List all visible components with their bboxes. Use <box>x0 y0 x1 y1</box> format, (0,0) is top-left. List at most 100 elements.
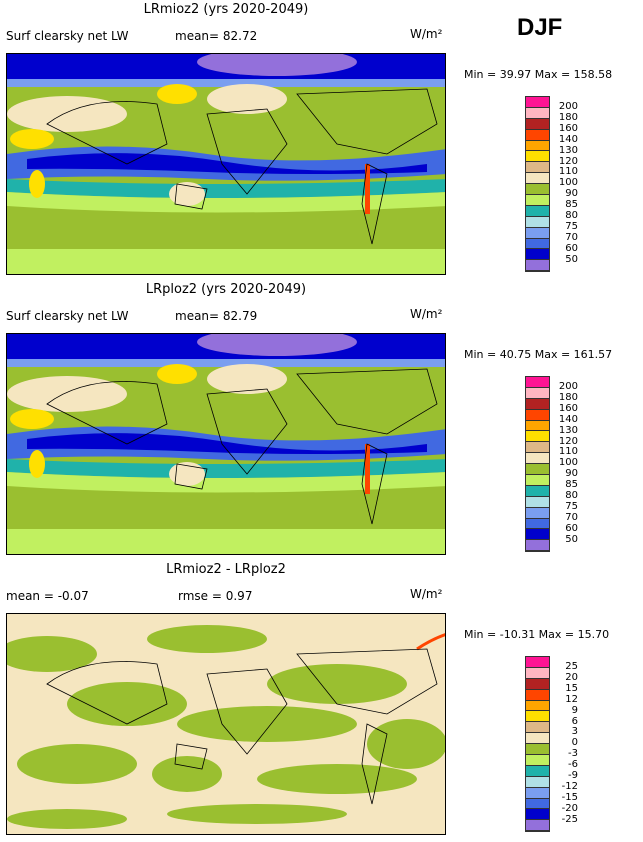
colorbar-label: -25 <box>561 813 578 825</box>
colorbar-swatch <box>526 711 549 723</box>
colorbar-swatch <box>526 485 549 497</box>
colorbar-swatch <box>526 529 549 541</box>
colorbar-swatch <box>526 249 549 261</box>
colorbar-swatch <box>526 107 549 119</box>
colorbar-label: 130 <box>558 144 578 156</box>
colorbar-swatch <box>526 755 549 766</box>
colorbar-label: 60 <box>565 522 578 534</box>
panel-stat: mean= 82.72 <box>175 29 258 43</box>
colorbar-swatch <box>526 475 549 486</box>
panel-units: W/m² <box>410 587 443 601</box>
colorbar-label: 75 <box>565 500 578 512</box>
colorbar-label: 70 <box>565 231 578 243</box>
colorbar-label: 80 <box>565 210 578 222</box>
colorbar-label: 110 <box>558 446 578 458</box>
colorbar-label: 3 <box>571 726 578 738</box>
panel-title: LRmioz2 - LRploz2 <box>166 562 286 577</box>
colorbar-label: 90 <box>565 188 578 200</box>
panel-variable: Surf clearsky net LW <box>6 309 129 323</box>
colorbar-swatch <box>526 453 549 465</box>
colorbar-label: 180 <box>558 391 578 403</box>
min-max-label: Min = 39.97 Max = 158.58 <box>464 68 613 81</box>
colorbar-swatch <box>526 733 549 745</box>
colorbar-swatch <box>526 657 549 668</box>
colorbar-label: 200 <box>558 381 578 392</box>
colorbar-swatch <box>526 464 549 476</box>
colorbar <box>525 656 550 833</box>
colorbar-label: 85 <box>565 479 578 491</box>
colorbar-swatch <box>526 744 549 756</box>
colorbar-swatch <box>526 398 549 410</box>
map-plot <box>6 333 446 555</box>
panel-units: W/m² <box>410 307 443 321</box>
colorbar-labels: 200 180 160 140 130 120 110 100 90 85 80 75 70 60 50 <box>556 101 578 266</box>
colorbar-label: 180 <box>558 111 578 123</box>
season-label: DJF <box>517 14 563 41</box>
colorbar <box>525 376 550 553</box>
colorbar-swatch <box>526 798 549 810</box>
colorbar-swatch <box>526 151 549 163</box>
colorbar-labels: 25 20 15 12 9 6 3 0 -3 -6 -9 -12 -15 -20 -25 <box>556 661 578 826</box>
colorbar-label: 100 <box>558 177 578 189</box>
colorbar-swatch <box>526 820 549 832</box>
panel-variable: mean = -0.07 <box>6 589 89 603</box>
colorbar-swatch <box>526 431 549 443</box>
colorbar-label: 160 <box>558 122 578 134</box>
colorbar-labels: 200 180 160 140 130 120 110 100 90 85 80 75 70 60 50 <box>556 381 578 546</box>
colorbar-swatch <box>526 809 549 821</box>
colorbar-label: -3 <box>568 748 578 760</box>
colorbar-swatch <box>526 216 549 228</box>
map-plot <box>6 613 446 835</box>
map-plot <box>6 53 446 275</box>
panel-variable: Surf clearsky net LW <box>6 29 129 43</box>
colorbar-label: -20 <box>561 802 578 814</box>
min-max-label: Min = 40.75 Max = 161.57 <box>464 348 613 361</box>
colorbar-swatch <box>526 162 549 174</box>
colorbar-swatch <box>526 118 549 130</box>
colorbar-label: 6 <box>571 715 578 727</box>
colorbar-swatch <box>526 260 549 272</box>
colorbar-swatch <box>526 420 549 432</box>
colorbar-label: -12 <box>561 780 578 792</box>
colorbar-label: 75 <box>565 220 578 232</box>
colorbar-label: 50 <box>565 533 578 545</box>
colorbar-swatch <box>526 722 549 734</box>
panel-title: LRmioz2 (yrs 2020-2049) <box>143 2 309 17</box>
colorbar-label: 110 <box>558 166 578 178</box>
colorbar-label: 20 <box>565 671 578 683</box>
colorbar-swatch <box>526 700 549 712</box>
colorbar-label: 90 <box>565 468 578 480</box>
colorbar-label: -9 <box>568 770 578 782</box>
colorbar-label: 120 <box>558 435 578 447</box>
panel-stat: rmse = 0.97 <box>178 589 253 603</box>
colorbar-label: 9 <box>571 704 578 716</box>
colorbar-swatch <box>526 129 549 141</box>
colorbar-label: 60 <box>565 242 578 254</box>
colorbar-label: 140 <box>558 133 578 145</box>
colorbar-swatch <box>526 227 549 239</box>
colorbar-swatch <box>526 140 549 152</box>
colorbar-swatch <box>526 518 549 530</box>
colorbar-label: 160 <box>558 402 578 414</box>
colorbar-swatch <box>526 667 549 679</box>
colorbar-swatch <box>526 678 549 690</box>
colorbar-label: -6 <box>568 759 578 771</box>
panel-title: LRploz2 (yrs 2020-2049) <box>145 282 307 297</box>
colorbar-label: 50 <box>565 253 578 265</box>
colorbar-label: 0 <box>571 737 578 749</box>
colorbar-label: 120 <box>558 155 578 167</box>
colorbar-label: 15 <box>565 682 578 694</box>
colorbar-label: 130 <box>558 424 578 436</box>
colorbar-swatch <box>526 787 549 799</box>
colorbar-label: 85 <box>565 199 578 211</box>
colorbar-swatch <box>526 496 549 508</box>
min-max-label: Min = -10.31 Max = 15.70 <box>464 628 610 641</box>
colorbar-swatch <box>526 97 549 108</box>
colorbar-swatch <box>526 238 549 250</box>
colorbar-swatch <box>526 377 549 388</box>
colorbar-label: 25 <box>565 661 578 672</box>
colorbar-swatch <box>526 409 549 421</box>
colorbar-swatch <box>526 442 549 454</box>
colorbar-swatch <box>526 205 549 217</box>
colorbar-label: 200 <box>558 101 578 112</box>
